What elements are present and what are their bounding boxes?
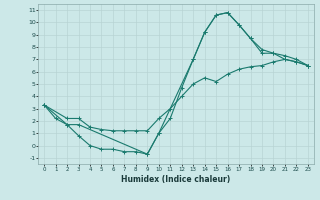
X-axis label: Humidex (Indice chaleur): Humidex (Indice chaleur)	[121, 175, 231, 184]
